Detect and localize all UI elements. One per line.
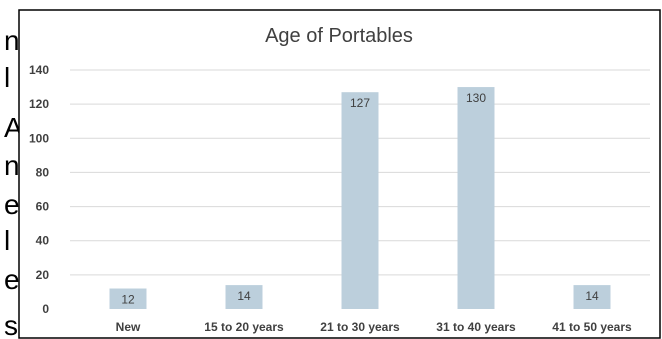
bar [573, 285, 611, 309]
cutoff-letter: n [4, 25, 20, 56]
data-label: 130 [466, 91, 486, 105]
y-tick-label: 80 [36, 165, 50, 179]
y-tick-label: 140 [29, 63, 49, 77]
chart-title: Age of Portables [265, 25, 413, 47]
data-label: 14 [585, 289, 599, 303]
bar [109, 288, 147, 309]
cutoff-letter: e [4, 189, 20, 220]
cutoff-letter: e [4, 264, 20, 295]
cutoff-letter: l [4, 225, 10, 256]
x-tick-label: 21 to 30 years [320, 320, 400, 334]
data-label: 14 [237, 289, 251, 303]
y-tick-label: 60 [36, 200, 50, 214]
chart-frame [18, 9, 661, 339]
y-axis-ticks: 0 20 40 60 80 100 120 140 [29, 63, 49, 316]
bar [225, 285, 263, 309]
data-label: 127 [350, 96, 370, 110]
cutoff-letter: n [4, 150, 20, 181]
cutoff-letter: s [4, 310, 18, 339]
y-tick-label: 0 [42, 302, 49, 316]
y-tick-label: 120 [29, 97, 49, 111]
x-tick-label: 31 to 40 years [436, 320, 516, 334]
x-tick-label: 41 to 50 years [552, 320, 632, 334]
x-axis-ticks: New 15 to 20 years 21 to 30 years 31 to 40 … [116, 320, 632, 334]
data-labels: 12 14 127 130 14 [121, 91, 599, 306]
y-tick-label: 100 [29, 131, 49, 145]
y-tick-label: 20 [36, 268, 50, 282]
x-tick-label: 15 to 20 years [204, 320, 284, 334]
bar [341, 92, 379, 309]
data-label: 12 [121, 293, 135, 307]
cutoff-letter: l [4, 62, 10, 93]
bars [109, 87, 611, 309]
x-tick-label: New [116, 320, 141, 334]
y-tick-label: 40 [36, 234, 50, 248]
bar [457, 87, 495, 309]
